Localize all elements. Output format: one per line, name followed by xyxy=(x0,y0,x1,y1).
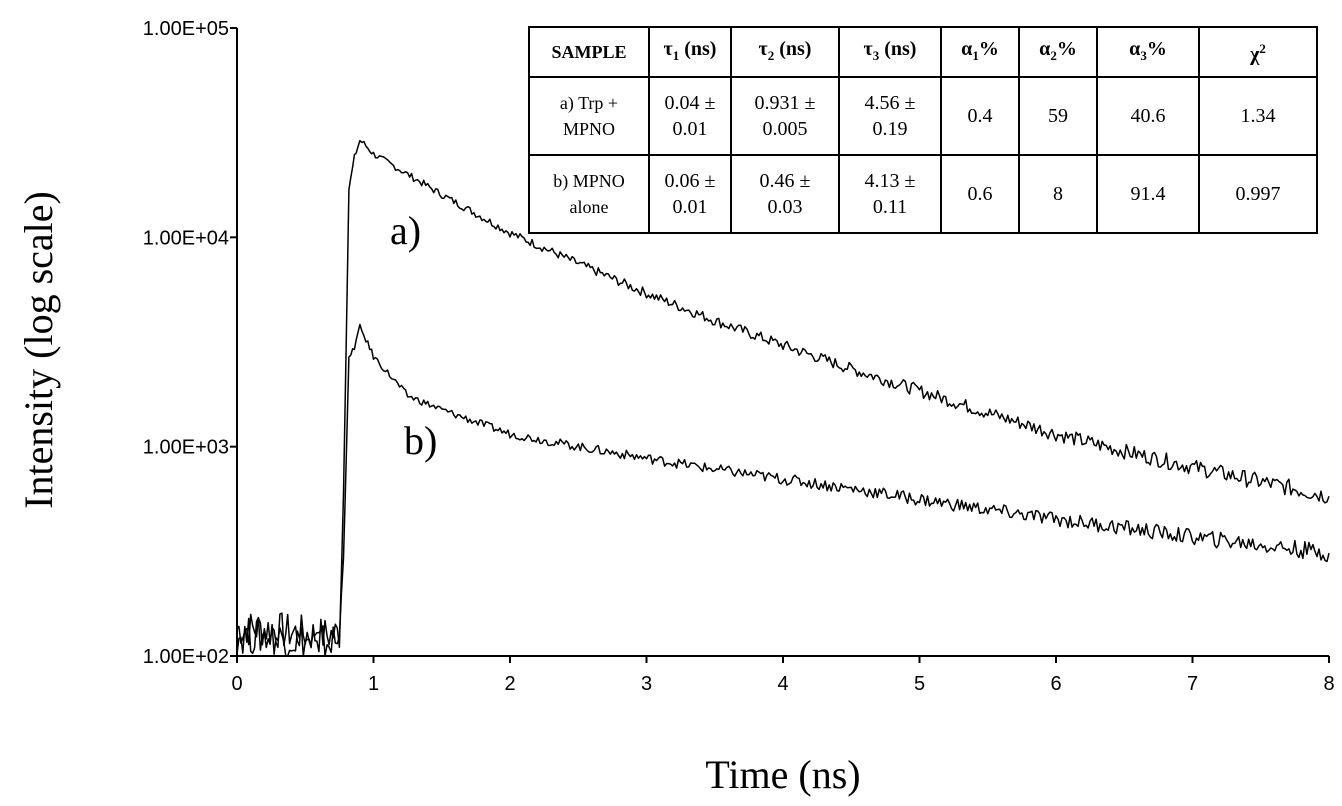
y-tick-label: 1.00E+03 xyxy=(143,437,229,459)
table-header-cell: τ1 (ns) xyxy=(648,26,732,78)
x-tick-label: 5 xyxy=(914,673,925,695)
table-cell: 0.4 xyxy=(940,76,1020,156)
y-tick-label: 1.00E+05 xyxy=(143,18,229,40)
x-tick-label: 2 xyxy=(504,673,515,695)
fit-results-table: SAMPLE τ1 (ns) τ2 (ns) τ3 (ns) α1% α2% α3% χ2 a… xyxy=(528,26,1318,234)
table-cell: 4.13 ±0.11 xyxy=(838,154,942,234)
table-cell: 1.34 xyxy=(1198,76,1318,156)
table-cell: 0.997 xyxy=(1198,154,1318,234)
x-tick-label: 0 xyxy=(231,673,242,695)
x-tick-label: 1 xyxy=(368,673,379,695)
y-tick-label: 1.00E+04 xyxy=(143,227,229,249)
table-cell: 0.46 ±0.03 xyxy=(730,154,840,234)
table-cell: 0.6 xyxy=(940,154,1020,234)
x-axis-ticks: 0 1 2 3 4 5 6 7 8 xyxy=(231,656,1335,695)
x-tick-label: 8 xyxy=(1323,673,1334,695)
table-cell: 0.04 ±0.01 xyxy=(648,76,732,156)
table-row: b) MPNO alone 0.06 ±0.01 0.46 ±0.03 4.13 ±0.… xyxy=(528,154,1318,234)
x-axis-title: Time (ns) xyxy=(705,752,860,797)
series-label-a: a) xyxy=(390,208,421,253)
x-tick-label: 7 xyxy=(1187,673,1198,695)
table-header-row: SAMPLE τ1 (ns) τ2 (ns) τ3 (ns) α1% α2% α3% χ2 xyxy=(528,26,1318,78)
table-cell: 40.6 xyxy=(1096,76,1200,156)
table-cell: 0.931 ±0.005 xyxy=(730,76,840,156)
series-lines xyxy=(236,139,1330,657)
x-tick-label: 3 xyxy=(641,673,652,695)
table-cell: 0.06 ±0.01 xyxy=(648,154,732,234)
table-header-cell: τ2 (ns) xyxy=(730,26,840,78)
table-header-cell: SAMPLE xyxy=(528,26,650,78)
table-cell: a) Trp + MPNO xyxy=(528,76,650,156)
y-axis-title: Intensity (log scale) xyxy=(16,191,61,509)
table-cell: 91.4 xyxy=(1096,154,1200,234)
x-tick-label: 4 xyxy=(777,673,788,695)
table-row: a) Trp + MPNO 0.04 ±0.01 0.931 ±0.005 4.56 ±… xyxy=(528,76,1318,156)
series-line-b xyxy=(236,323,1330,657)
table-cell: 4.56 ±0.19 xyxy=(838,76,942,156)
table-cell: 59 xyxy=(1018,76,1098,156)
table-header-cell: τ3 (ns) xyxy=(838,26,942,78)
table-cell: b) MPNO alone xyxy=(528,154,650,234)
table-body: a) Trp + MPNO 0.04 ±0.01 0.931 ±0.005 4.56 ±… xyxy=(528,76,1318,234)
table-cell: 8 xyxy=(1018,154,1098,234)
table-header-cell: α2% xyxy=(1018,26,1098,78)
y-axis-ticks: 1.00E+05 1.00E+04 1.00E+03 1.00E+02 xyxy=(143,18,237,668)
table-header-cell: χ2 xyxy=(1198,26,1318,78)
table-header-cell: α3% xyxy=(1096,26,1200,78)
series-label-b: b) xyxy=(404,418,437,463)
series-line-a xyxy=(236,139,1330,653)
table-header-cell: α1% xyxy=(940,26,1020,78)
y-tick-label: 1.00E+02 xyxy=(143,646,229,668)
x-tick-label: 6 xyxy=(1050,673,1061,695)
